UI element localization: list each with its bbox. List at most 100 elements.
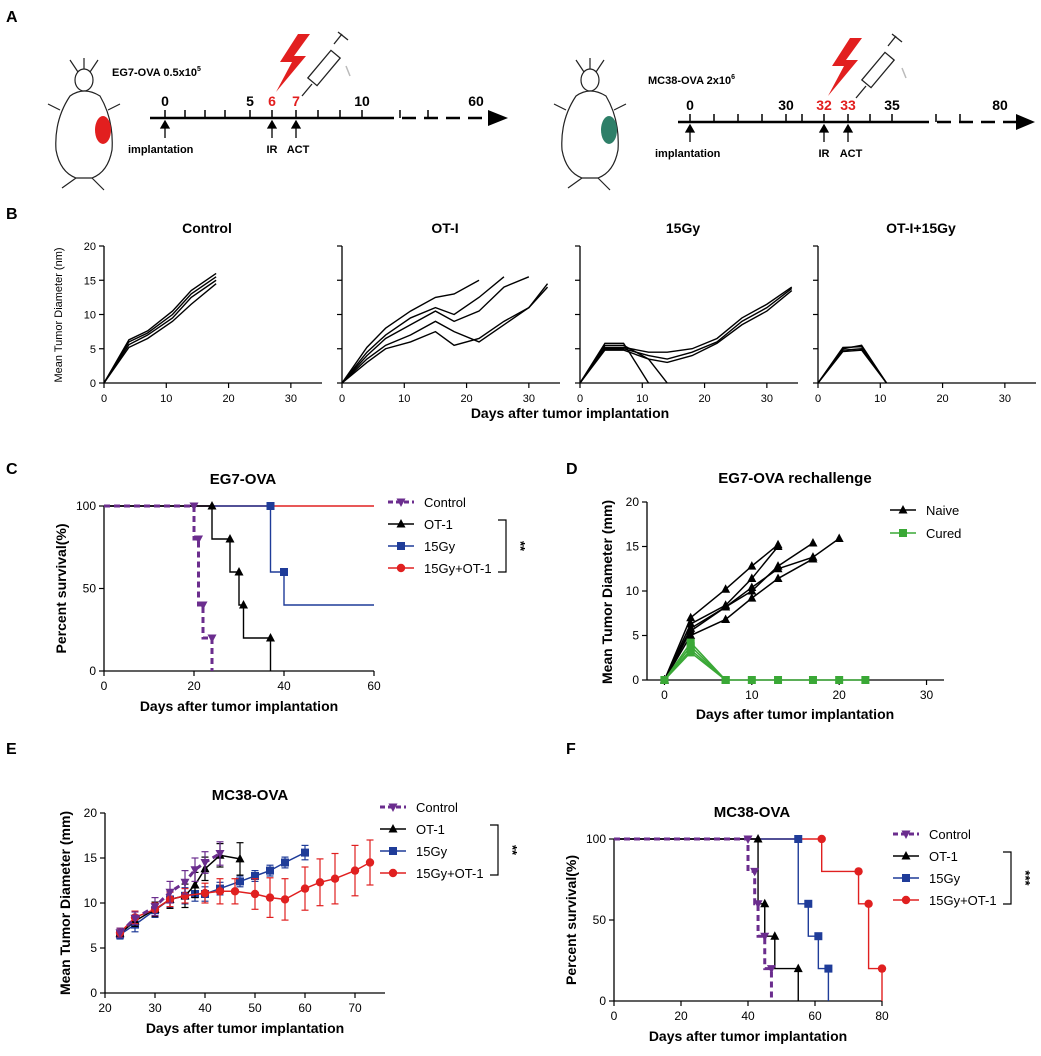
tick-left-5: 5 <box>246 93 254 109</box>
pd-y-tick-label: 15 <box>626 540 640 554</box>
lightning-right-icon <box>828 38 862 96</box>
pd-series-3-marker <box>686 626 696 635</box>
pc-y-tick-label: 100 <box>76 499 96 513</box>
pf-y-tick-label: 50 <box>593 913 607 927</box>
pf-legend-0-marker <box>901 830 911 839</box>
pd-y-tick-label: 20 <box>626 495 640 509</box>
pe-series-3-marker <box>300 884 310 893</box>
b-sub3-x-tick-label: 30 <box>999 393 1011 405</box>
pe-series-2-marker <box>266 866 274 875</box>
pe-legend-3-label: 15Gy+OT-1 <box>416 866 484 881</box>
pc-series-0-line <box>104 504 214 671</box>
pe-x-tick-label: 50 <box>248 1001 262 1015</box>
act-left-label: ACT <box>287 144 310 156</box>
ir-left-label: IR <box>267 144 278 156</box>
pe-legend-1-label: OT-1 <box>416 822 445 837</box>
b-sub2-mouse-3-line <box>579 287 793 384</box>
pf-series-1-marker <box>770 931 780 940</box>
b-sub1-mouse-0-line <box>341 279 480 384</box>
model-right-label: MC38-OVA 2x10 <box>648 75 731 87</box>
pe-x-tick-label: 40 <box>198 1001 212 1015</box>
model-right-exp: 6 <box>731 74 735 81</box>
tick-left-60: 60 <box>468 93 484 109</box>
pf-series-2-marker <box>794 835 803 843</box>
pe-sig-bracket <box>490 824 499 876</box>
pd-series-2-marker <box>808 537 818 547</box>
b-sub0-y-tick-label: 10 <box>84 310 96 322</box>
pd-series-5-marker <box>747 676 756 684</box>
b-sub0-mouse-3-line <box>103 283 217 384</box>
pd-x-tick-label: 10 <box>745 688 759 702</box>
pd-y-tick-label: 10 <box>626 584 640 598</box>
panel-label-c: C <box>6 461 18 478</box>
pd-series-4-marker <box>747 593 757 602</box>
b-sub3-mouse-2-line <box>817 348 888 384</box>
b-sub3-x-tick-label: 0 <box>815 393 821 405</box>
pd-series-3-marker <box>773 563 783 573</box>
pe-series-1-marker <box>235 853 245 863</box>
pc-series-0-marker <box>189 502 199 511</box>
pd-legend-1-label: Cured <box>926 526 961 541</box>
panel-label-d: D <box>566 461 578 478</box>
pd-y-tick-label: 5 <box>632 629 639 643</box>
panel-label-e: E <box>6 741 17 758</box>
pf-title: MC38-OVA <box>714 804 791 821</box>
b-sub0-x-tick-label: 10 <box>160 393 172 405</box>
pc-legend-1-label: OT-1 <box>424 517 453 532</box>
pe-y-tick-label: 15 <box>84 851 98 865</box>
panel-label-f: F <box>566 741 576 758</box>
pd-x-tick-label: 20 <box>832 688 846 702</box>
pe-series-3-marker <box>200 888 210 898</box>
pd-series-0-marker <box>721 584 731 593</box>
pe-series-3-marker <box>365 858 375 867</box>
pe-series-2-marker <box>301 848 309 857</box>
pc-series-1-marker <box>207 501 217 510</box>
b-sub2-mouse-2-line <box>579 286 793 384</box>
tick-left-0: 0 <box>161 93 169 109</box>
svg-text:MC38-OVA 2x106: MC38-OVA 2x106 <box>648 74 735 87</box>
pc-legend-2-label: 15Gy <box>424 539 456 554</box>
ir-right-label: IR <box>819 148 830 160</box>
pf-series-0-marker <box>743 835 753 844</box>
svg-text:EG7-OVA 0.5x105: EG7-OVA 0.5x105 <box>112 66 201 79</box>
pc-y-label: Percent survival(%) <box>53 524 69 654</box>
panel-label-a: A <box>6 9 18 26</box>
pe-series-0-marker <box>165 888 175 898</box>
b-sub0-mouse-2-line <box>103 279 217 384</box>
b-sub0-mouse-0-line <box>103 272 217 384</box>
pf-series-3-marker <box>877 964 887 973</box>
pd-series-5-marker <box>774 676 783 684</box>
pe-series-0-marker <box>150 903 160 912</box>
b-sub3-mouse-1-line <box>817 345 888 384</box>
pf-x-tick-label: 0 <box>611 1009 618 1023</box>
pc-series-1-marker <box>239 600 248 609</box>
pf-legend-1-label: OT-1 <box>929 849 958 864</box>
pc-x-tick-label: 20 <box>187 679 201 693</box>
pe-x-tick-label: 70 <box>348 1001 362 1015</box>
pe-sig-label: ** <box>505 845 520 856</box>
implant-left-label: implantation <box>128 144 194 156</box>
pf-series-0-marker <box>766 965 776 974</box>
b-sub3-x-tick-label: 20 <box>936 393 948 405</box>
pf-series-0-marker <box>753 900 763 909</box>
pc-legend-3-marker <box>396 563 406 573</box>
pe-series-3-marker <box>350 866 360 875</box>
pe-series-1-marker <box>190 880 200 889</box>
pe-series-2-marker <box>251 872 259 880</box>
pe-y-tick-label: 20 <box>84 806 98 820</box>
b-sub1-mouse-2-line <box>341 276 530 384</box>
pe-series-3-marker <box>315 878 325 887</box>
schematic-left: EG7-OVA 0.5x105 0 5 6 7 10 60 implantati… <box>47 31 508 191</box>
tick-right-30: 30 <box>778 97 794 113</box>
pc-legend-0-marker <box>396 498 406 507</box>
pe-series-3-line <box>119 861 371 934</box>
pe-x-tick-label: 60 <box>298 1001 312 1015</box>
pd-legend-1-marker <box>899 529 907 537</box>
pc-series-1-marker <box>266 633 275 642</box>
lightning-left-icon <box>276 34 310 92</box>
pc-legend-0-label: Control <box>424 495 466 510</box>
pf-sig-bracket <box>1003 851 1012 905</box>
b-sub2-x-tick-label: 10 <box>636 393 648 405</box>
pe-legend-2-label: 15Gy <box>416 844 448 859</box>
